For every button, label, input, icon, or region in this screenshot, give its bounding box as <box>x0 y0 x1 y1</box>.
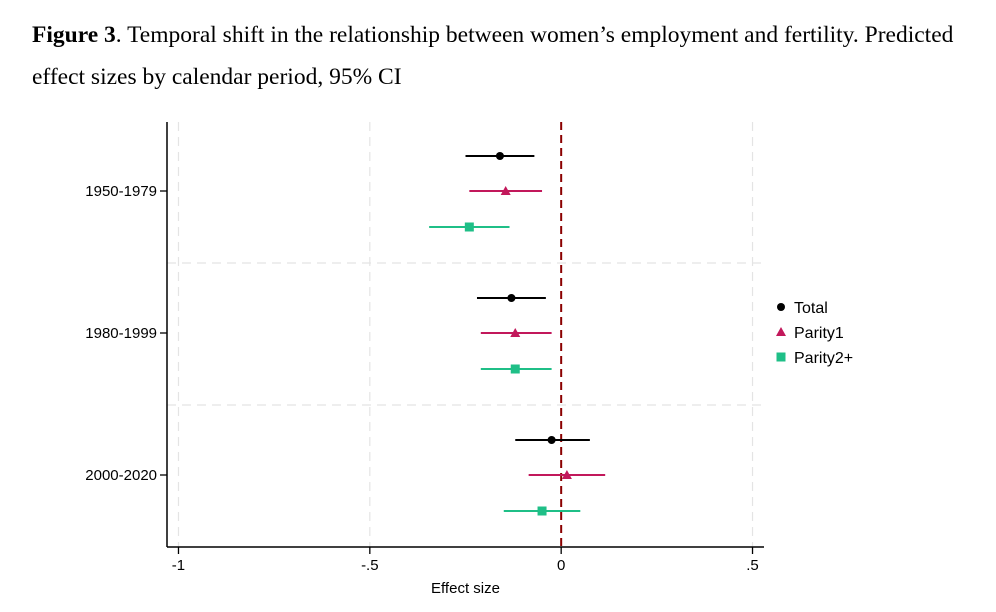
x-tick-label-2: 0 <box>557 557 565 574</box>
point-total-0 <box>495 152 504 160</box>
point-parity1-1 <box>510 328 521 337</box>
figure-label: Figure 3 <box>32 22 116 48</box>
point-total-1 <box>507 294 516 302</box>
point-total-2 <box>547 436 556 444</box>
figure-caption: Figure 3. Temporal shift in the relation… <box>32 14 982 98</box>
point-parity2-2 <box>537 506 547 516</box>
x-tick-label-1: -.5 <box>361 557 379 574</box>
legend-marker-parity1 <box>776 327 786 336</box>
point-parity1-2 <box>561 470 572 479</box>
y-tick-label-1: 1980-1999 <box>85 325 157 342</box>
legend-marker-parity2 <box>776 352 786 362</box>
legend-label-total: Total <box>794 300 828 317</box>
x-tick-label-0: -1 <box>172 557 185 574</box>
figure-caption-text: . Temporal shift in the relationship bet… <box>32 22 954 90</box>
point-parity1-0 <box>500 186 511 195</box>
point-parity2-1 <box>510 364 520 374</box>
point-parity2-0 <box>464 222 474 232</box>
legend-label-parity1: Parity1 <box>794 325 844 342</box>
x-axis-title: Effect size <box>431 580 500 597</box>
y-tick-label-2: 2000-2020 <box>85 467 157 484</box>
legend-marker-total <box>777 303 785 311</box>
y-tick-label-0: 1950-1979 <box>85 183 157 200</box>
legend-label-parity2: Parity2+ <box>794 350 853 367</box>
x-tick-label-3: .5 <box>746 557 759 574</box>
